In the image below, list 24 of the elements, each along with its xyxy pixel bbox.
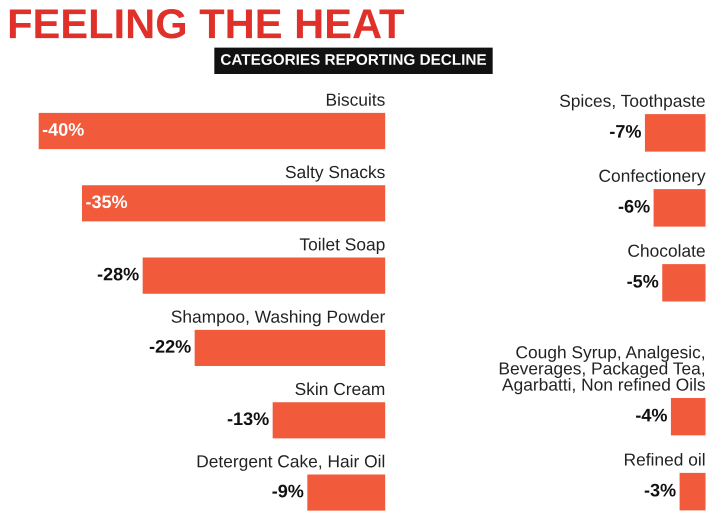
chart-subtitle: CATEGORIES REPORTING DECLINE [221, 54, 486, 65]
chart-title: FEELING THE HEAT [10, 9, 404, 39]
y-tick-label: Chocolate [628, 244, 705, 257]
y-tick-label: Refined oil [624, 452, 704, 466]
data-label: -9% [272, 484, 304, 498]
y-tick-label: Detergent Cake, Hair Oil [198, 454, 384, 471]
y-tick-label: Spices, Toothpaste [560, 94, 705, 110]
y-tick-label: Toilet Soap [300, 238, 385, 254]
data-label: -40% [42, 123, 84, 136]
data-label: -22% [150, 340, 191, 353]
y-tick-label: Skin Cream [295, 382, 384, 396]
data-label: -3% [644, 484, 676, 497]
y-tick-label: Shampoo, Washing Powder [172, 310, 386, 326]
data-label: -28% [98, 268, 139, 280]
data-label: -7% [610, 125, 641, 138]
data-label: -6% [618, 200, 650, 213]
y-tick-label: Confectionery [599, 169, 706, 186]
y-tick-label: Cough Syrup, Analgesic, Beverages, Packaged Tea, Agarbatti, Non refined Oils [500, 346, 705, 394]
data-label: -5% [627, 274, 658, 288]
data-label: -35% [86, 195, 128, 208]
data-label: -4% [636, 408, 667, 422]
y-tick-label: Biscuits [326, 93, 385, 106]
y-tick-label: Salty Snacks [286, 165, 385, 182]
data-label: -13% [228, 412, 269, 426]
